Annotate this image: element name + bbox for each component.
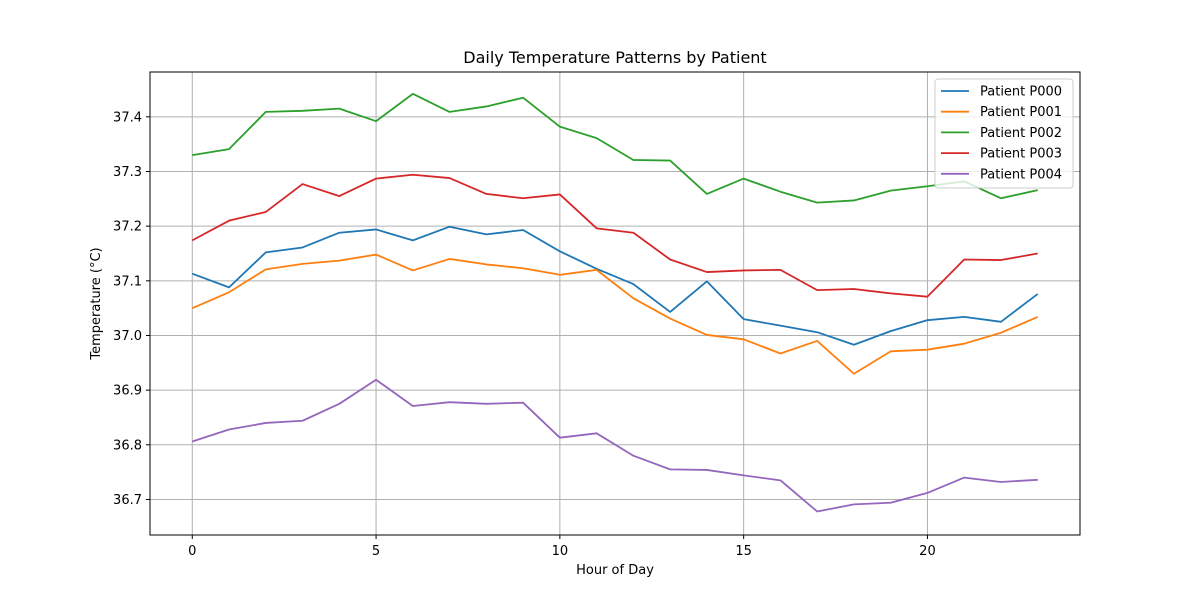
y-tick-label: 37.2 xyxy=(113,220,142,235)
y-tick-label: 36.8 xyxy=(113,438,142,453)
series-line-patient-p004 xyxy=(191,378,1038,513)
legend-label: Patient P000 xyxy=(980,85,1062,100)
x-axis-ticks: 0 5 10 15 20 xyxy=(188,535,936,559)
y-tick-label: 36.7 xyxy=(113,493,142,508)
legend-box xyxy=(934,78,1074,189)
y-axis-title: Temperature (°C) xyxy=(89,247,104,360)
y-tick-label: 37.1 xyxy=(113,274,142,289)
y-tick-label: 37.4 xyxy=(113,110,142,125)
plot-area-frame xyxy=(149,71,1081,536)
x-tick-label: 15 xyxy=(735,544,752,559)
grid-lines xyxy=(150,72,1080,535)
series-line-patient-p001 xyxy=(191,253,1039,375)
chart-title: Daily Temperature Patterns by Patient xyxy=(463,48,766,67)
x-axis-title: Hour of Day xyxy=(576,563,654,578)
legend-label: Patient P003 xyxy=(980,147,1062,162)
y-axis-ticks: 36.7 36.8 36.9 37.0 37.1 37.2 37.3 37.4 xyxy=(113,110,150,508)
y-tick-label: 36.9 xyxy=(113,384,142,399)
series-line-patient-p002 xyxy=(192,92,1038,204)
series-line-patient-p003 xyxy=(191,173,1038,298)
y-tick-label: 37.3 xyxy=(113,165,142,180)
series-lines xyxy=(191,92,1039,513)
legend-label: Patient P004 xyxy=(980,167,1062,182)
x-tick-label: 0 xyxy=(188,544,196,559)
legend: Patient P000 Patient P001 Patient P002 Pati… xyxy=(934,78,1074,189)
series-line-patient-p000 xyxy=(191,225,1039,346)
x-tick-label: 20 xyxy=(919,544,936,559)
legend-label: Patient P002 xyxy=(980,126,1062,141)
y-tick-label: 37.0 xyxy=(113,329,142,344)
x-tick-label: 5 xyxy=(372,544,380,559)
x-tick-label: 10 xyxy=(552,544,569,559)
legend-label: Patient P001 xyxy=(980,105,1062,120)
